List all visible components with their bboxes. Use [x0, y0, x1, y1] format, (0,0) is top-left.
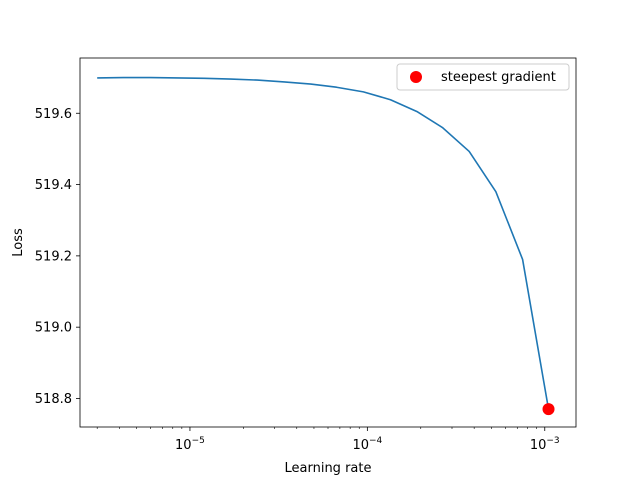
steepest-gradient-point	[542, 403, 555, 416]
y-tick-label: 518.8	[35, 392, 72, 407]
y-tick-label: 519.4	[35, 178, 72, 193]
legend-box	[396, 63, 570, 91]
y-axis-label: Loss	[11, 228, 26, 257]
legend-marker-steepest-gradient	[410, 71, 422, 83]
y-tick-label: 519.0	[35, 321, 72, 336]
loss-series-line	[97, 76, 550, 410]
x-tick-label: 10−3	[530, 436, 560, 453]
plot-area	[97, 76, 555, 416]
legend: steepest gradient	[396, 63, 570, 91]
x-axis-label: Learning rate	[285, 461, 372, 476]
legend-label-steepest-gradient: steepest gradient	[441, 70, 556, 85]
x-tick-label: 10−5	[175, 436, 205, 453]
axis-ticks: 10−5 10−4 10−3 518.8 519.0 519.2 519.4 519.6	[35, 107, 560, 453]
y-tick-label: 519.2	[35, 249, 72, 264]
y-tick-label: 519.6	[35, 107, 72, 122]
x-tick-label: 10−4	[352, 436, 382, 453]
